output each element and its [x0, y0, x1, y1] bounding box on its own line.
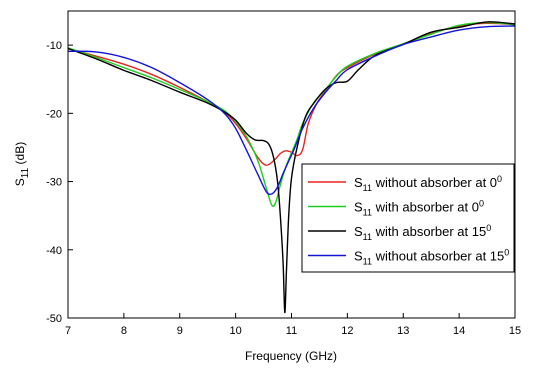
y-axis-label: S11 (dB) — [13, 142, 31, 186]
x-tick-label: 9 — [177, 325, 183, 337]
x-axis-label: Frequency (GHz) — [245, 349, 337, 363]
series-line-2 — [67, 21, 516, 208]
legend-label: S11 without absorber at 150 — [354, 248, 509, 267]
y-axis-label-rest: (dB) — [13, 142, 27, 168]
y-tick-label: -10 — [46, 40, 62, 52]
x-tick-label: 12 — [341, 325, 353, 337]
x-tick-label: 13 — [397, 325, 409, 337]
x-tick-label: 15 — [509, 325, 521, 337]
y-axis-ticks: -50 -40 -30 -20 -10 — [46, 40, 73, 325]
legend-label: S11 with absorber at 150 — [354, 223, 491, 242]
x-tick-label: 11 — [286, 325, 297, 337]
legend: S11 without absorber at 00 S11 with absor… — [301, 163, 515, 273]
x-tick-label: 14 — [453, 325, 465, 337]
plot-layer — [67, 21, 516, 314]
series-line-1 — [67, 22, 516, 166]
y-tick-label: -30 — [46, 177, 62, 189]
x-axis-ticks: 7 8 9 10 11 12 13 14 15 — [65, 313, 521, 337]
y-tick-label: -50 — [46, 313, 62, 325]
series-line-4 — [67, 25, 516, 196]
y-tick-label: -20 — [46, 108, 62, 120]
x-tick-label: 7 — [65, 325, 71, 337]
y-axis-label-main: S — [13, 178, 27, 186]
y-axis-label-sub: 11 — [20, 167, 31, 178]
legend-label: S11 without absorber at 00 — [354, 174, 502, 193]
y-tick-label: -40 — [46, 245, 62, 257]
x-tick-label: 8 — [121, 325, 127, 337]
legend-label: S11 with absorber at 00 — [354, 199, 484, 218]
x-tick-label: 10 — [230, 325, 242, 337]
